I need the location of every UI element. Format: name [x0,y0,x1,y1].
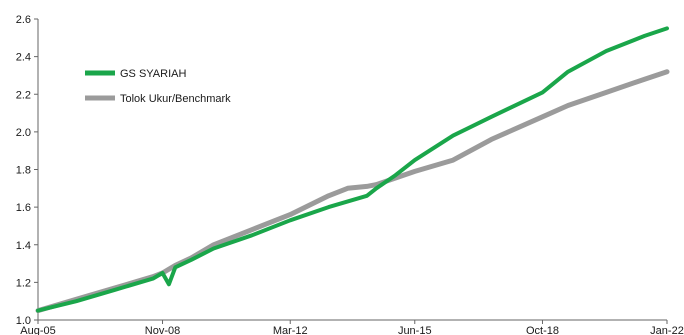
x-axis: Aug-05 Nov-08 Mar-12 Jun-15 Oct-18 Jan-22 [20,320,684,335]
x-tick-label: Oct-18 [526,325,559,335]
x-tick-label: Aug-05 [20,325,55,335]
legend: GS SYARIAH Tolok Ukur/Benchmark [85,68,231,105]
x-tick-label: Nov-08 [145,325,180,335]
y-tick-label: 1.6 [16,202,31,214]
series-line-benchmark [35,69,670,314]
plot-frame [37,19,667,321]
y-tick-label: 1.8 [16,165,31,177]
y-tick-label: 1.2 [16,277,31,289]
y-tick-label: 1.4 [16,240,31,252]
y-tick-label: 2.0 [16,127,31,139]
legend-label: GS SYARIAH [120,68,186,80]
y-tick-label: 2.4 [16,52,31,64]
series-layer [35,26,670,314]
x-tick-label: Jan-22 [650,325,684,335]
legend-label: Tolok Ukur/Benchmark [120,93,231,105]
y-tick-label: 2.2 [16,89,31,101]
y-tick-label: 1.0 [16,315,31,327]
y-axis: 1.0 1.2 1.4 1.6 1.8 2.0 2.2 2.4 2.6 [16,14,38,327]
y-tick-label: 2.6 [16,14,31,26]
series-line-gs-syariah [36,26,669,313]
x-tick-label: Mar-12 [273,325,308,335]
x-tick-label: Jun-15 [398,325,432,335]
